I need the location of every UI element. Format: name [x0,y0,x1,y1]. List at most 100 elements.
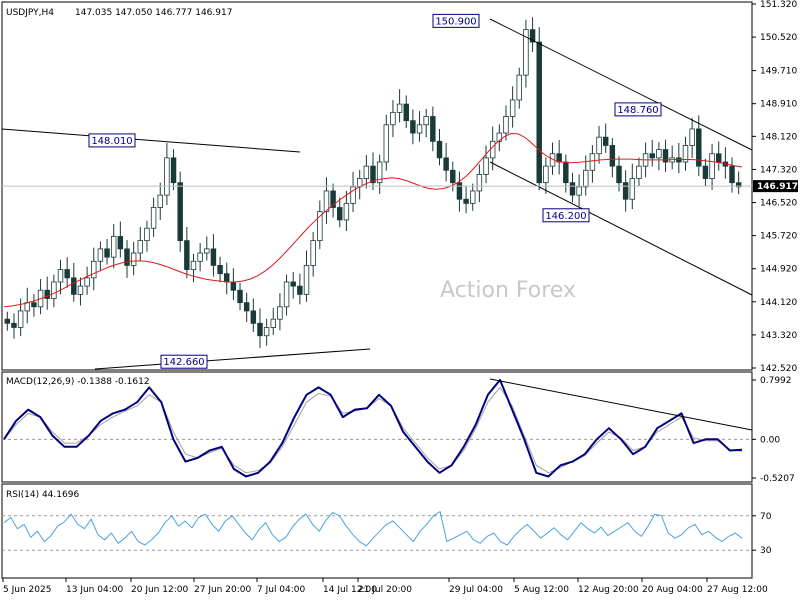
time-tick-label: 20 Jun 12:00 [131,585,188,595]
candle-body [150,207,157,229]
time-axis: 5 Jun 2025 13 Jun 04:00 20 Jun 12:00 27 Jun… [2,578,768,595]
candle-body [84,277,90,287]
candle-body [729,165,735,184]
candle-body [383,124,390,163]
candle-body [476,174,483,192]
rsi-line [3,511,743,547]
price-annotation-box [432,13,480,28]
candle-body [682,145,689,163]
candle-body [350,186,356,204]
candle-body [24,302,30,312]
candle-body [184,240,190,270]
price-tick-label: 146.520 [760,199,797,209]
candle-body [516,74,522,101]
candle-body [197,252,203,262]
candle-body [317,211,323,242]
rsi-tick-label: 30 [760,546,772,556]
price-tick-label: 148.910 [760,100,797,110]
candle-body [583,169,589,188]
trendline [489,18,753,151]
candles-layer [4,17,742,349]
candle-body [436,140,443,159]
ohlc-readout: 147.035 147.050 146.777 146.917 [75,8,232,18]
price-annotation-label: 148.010 [91,136,132,147]
price-annotation-box [88,133,136,148]
candle-body [636,165,642,179]
candle-body [343,202,350,221]
candle-body [137,240,144,254]
candle-body [204,248,210,254]
price-annotation-label: 148.760 [617,105,658,116]
macd-trendline [489,378,753,431]
candle-body [410,120,416,134]
candle-body [144,227,150,241]
candle-body [503,116,509,134]
last-price-tag [753,180,798,193]
candle-body [277,306,283,320]
candle-body [609,145,616,167]
candle-body [164,157,170,196]
candle-body [323,190,330,213]
candle-body [735,182,742,188]
price-annotations-layer: 150.900 148.760 148.010 146.200 142.660 [88,13,662,369]
candle-body [629,178,636,200]
candle-body [31,302,37,308]
price-tick-label: 143.320 [760,331,797,341]
macd-line [3,378,743,478]
macd-tick-label: -0.5207 [760,474,795,484]
price-tick-label: 150.520 [760,33,797,43]
candle-body [430,116,436,142]
candle-body [157,194,163,208]
price-tick-label: 148.120 [760,132,797,142]
candle-body [370,165,376,184]
candle-body [243,302,250,312]
candle-body [622,182,629,200]
macd-layer: 0.7992 0.00 -0.5207 [2,376,795,484]
candle-body [376,161,383,184]
candle-body [443,157,449,171]
time-tick-label: 14 Jul 12:00 [323,585,377,595]
time-tick-label: 12 Aug 20:00 [578,585,639,595]
trendlines-layer [1,18,753,370]
price-annotation-label: 146.200 [545,211,586,222]
rsi-panel [1,483,753,579]
candle-body [363,165,370,179]
price-tick-label: 149.710 [760,67,797,77]
candle-body [51,281,57,299]
candle-body [596,136,602,155]
last-price-label: 146.917 [757,182,798,192]
candle-body [696,128,702,167]
candle-body [57,269,64,283]
time-tick-label: 27 Jun 20:00 [194,585,251,595]
candle-body [117,236,124,250]
candle-body [483,157,489,175]
price-tick-label: 144.120 [760,298,797,308]
candle-body [662,149,669,163]
candle-body [170,157,177,184]
moving-average-layer [3,132,743,308]
price-tick-label: 142.520 [760,364,797,374]
candle-body [124,248,130,266]
price-tick-label: 151.320 [760,0,797,10]
candle-body [702,165,709,179]
candle-body [423,116,429,126]
time-tick-label: 13 Jun 04:00 [66,585,123,595]
candle-body [97,248,104,262]
candle-body [257,322,263,337]
candle-body [529,29,536,43]
price-tick-label: 147.320 [760,165,797,175]
candle-body [616,165,622,184]
time-tick-label: 27 Aug 12:00 [707,585,768,595]
candle-body [263,327,270,337]
macd-tick-label: 0.7992 [760,376,792,386]
candle-body [396,103,403,113]
candle-body [470,190,476,204]
time-tick-label: 7 Jul 04:00 [257,585,306,595]
candle-body [576,186,582,196]
candle-body [523,29,529,76]
candle-body [416,124,423,134]
symbol-title: USDJPY,H4 [6,8,54,18]
candle-body [310,240,316,266]
time-tick-label: 5 Jun 2025 [3,585,51,595]
